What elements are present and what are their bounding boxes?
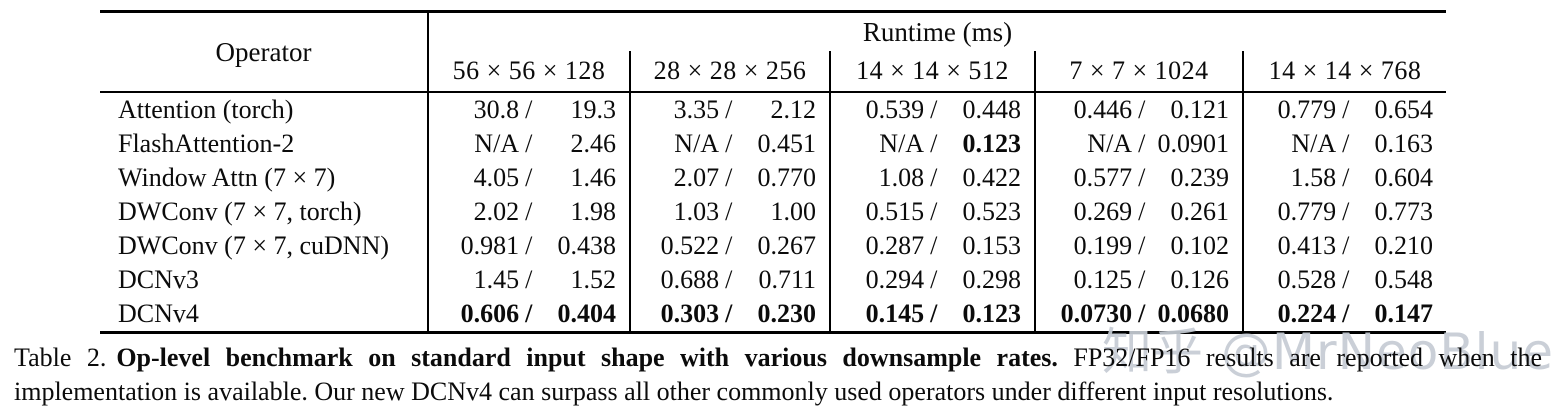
table-caption: Table 2. Op-level benchmark on standard i… [14,341,1542,409]
runtime-cell: 2.02/1.98 [427,195,630,229]
caption-bold-text: Op-level benchmark on standard input sha… [116,343,1058,372]
table-row: DWConv (7 × 7, torch) 2.02/1.98 1.03/1.00 0… [100,195,1447,229]
runtime-cell: 0.515/0.523 [829,195,1035,229]
runtime-cell: 0.199/0.102 [1034,229,1243,263]
runtime-cell: N/A/0.0901 [1034,127,1243,161]
runtime-cell: 0.269/0.261 [1034,195,1243,229]
operator-column-header: Operator [100,11,428,93]
runtime-cell: 0.303/0.230 [629,297,830,334]
operator-cell: DCNv4 [100,297,428,334]
runtime-cell: 1.08/0.422 [829,161,1035,195]
caption-text: FP32/FP16 results are reported when the … [14,343,1543,406]
caption-label: Table 2. [14,343,107,372]
runtime-cell: 0.779/0.654 [1241,92,1447,127]
runtime-cell: 0.688/0.711 [629,263,830,297]
runtime-cell: N/A/2.46 [427,127,630,161]
runtime-cell: 3.35/2.12 [629,92,830,127]
runtime-cell: 0.522/0.267 [629,229,830,263]
runtime-cell: 0.294/0.298 [829,263,1035,297]
runtime-cell: N/A/0.123 [829,127,1035,161]
runtime-cell: 0.224/0.147 [1241,297,1447,334]
header-row-2: 56 × 56 × 128 28 × 28 × 256 14 × 14 × 51… [100,51,1447,93]
paper-table-figure: Operator Runtime (ms) 56 × 56 × 128 28 ×… [0,10,1552,418]
runtime-cell: 2.07/0.770 [629,161,830,195]
runtime-cell: 0.413/0.210 [1241,229,1447,263]
benchmark-table: Operator Runtime (ms) 56 × 56 × 128 28 ×… [100,10,1447,334]
runtime-column-group-header: Runtime (ms) [426,11,1447,51]
runtime-cell: 0.145/0.123 [829,297,1035,334]
table-row: FlashAttention-2 N/A/2.46 N/A/0.451 N/A/0.1… [100,127,1447,161]
shape-column-header: 56 × 56 × 128 [427,51,630,93]
runtime-cell: 0.528/0.548 [1241,263,1447,297]
table-row: DCNv3 1.45/1.52 0.688/0.711 0.294/0.298 0.12… [100,263,1447,297]
runtime-cell: 0.125/0.126 [1034,263,1243,297]
operator-cell: Window Attn (7 × 7) [118,163,336,192]
shape-column-header: 28 × 28 × 256 [629,51,830,93]
zhihu-watermark: 知乎 @MrNeoBlue [1102,323,1552,381]
table-row: Window Attn (7 × 7) 4.05/1.46 2.07/0.770 1.… [100,161,1447,195]
shape-column-header: 7 × 7 × 1024 [1034,51,1243,93]
shape-column-header: 14 × 14 × 768 [1241,51,1447,93]
operator-cell: FlashAttention-2 [118,129,295,158]
header-row-1: Operator Runtime (ms) [100,11,1447,93]
operator-cell: DCNv3 [118,265,199,294]
runtime-cell: 0.577/0.239 [1034,161,1243,195]
runtime-cell: 0.287/0.153 [829,229,1035,263]
runtime-cell: N/A/0.451 [629,127,830,161]
shape-column-header: 14 × 14 × 512 [829,51,1035,93]
table-row: DCNv4 0.606/0.404 0.303/0.230 0.145/0.123 0.… [100,297,1447,334]
runtime-cell: 30.8/19.3 [427,92,630,127]
runtime-cell: 0.606/0.404 [427,297,630,334]
operator-cell: Attention (torch) [118,95,294,124]
runtime-cell: 4.05/1.46 [427,161,630,195]
runtime-cell: 0.981/0.438 [427,229,630,263]
runtime-cell: 1.58/0.604 [1241,161,1447,195]
operator-cell: DWConv (7 × 7, cuDNN) [118,231,390,260]
table-row: DWConv (7 × 7, cuDNN) 0.981/0.438 0.522/0.… [100,229,1447,263]
operator-cell: DWConv (7 × 7, torch) [118,197,362,226]
table-row: Attention (torch) 30.8/19.3 3.35/2.12 0.539… [100,92,1447,127]
runtime-cell: 0.779/0.773 [1241,195,1447,229]
runtime-cell: 0.539/0.448 [829,92,1035,127]
table-head: Operator Runtime (ms) 56 × 56 × 128 28 ×… [100,11,1447,93]
table-body: Attention (torch) 30.8/19.3 3.35/2.12 0.539… [100,92,1447,334]
runtime-cell: 0.446/0.121 [1034,92,1243,127]
runtime-cell: N/A/0.163 [1241,127,1447,161]
runtime-cell: 1.03/1.00 [629,195,830,229]
runtime-cell: 0.0730/0.0680 [1034,297,1243,334]
runtime-cell: 1.45/1.52 [427,263,630,297]
